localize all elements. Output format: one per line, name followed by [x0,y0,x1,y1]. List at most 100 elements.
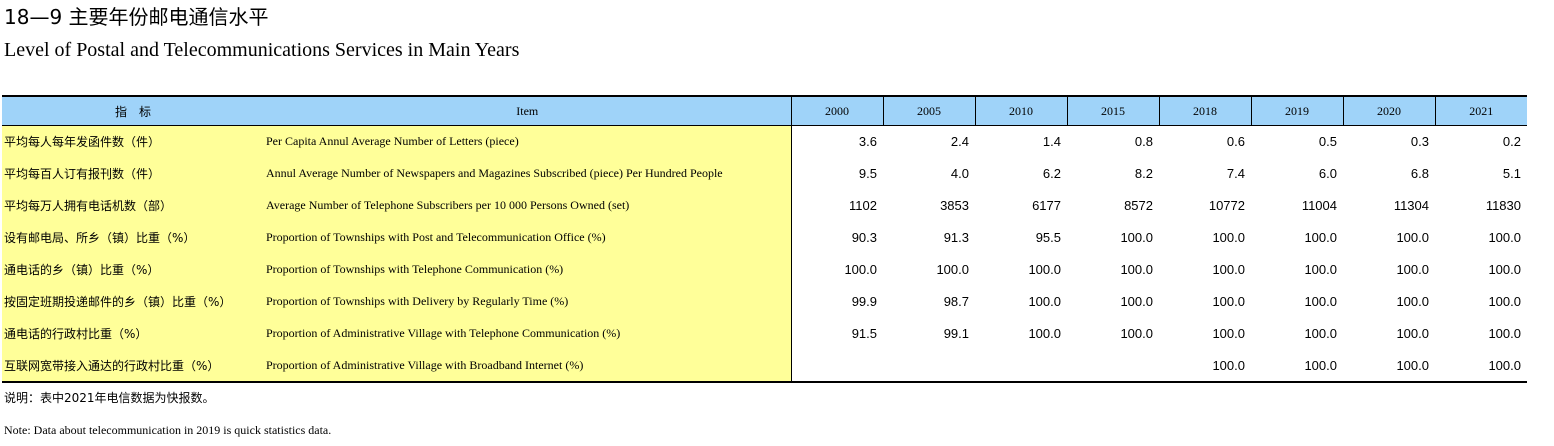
value-cell: 100.0 [1396,230,1429,245]
value-cell: 0.3 [1410,134,1429,150]
value-cell: 100.0 [1396,262,1429,277]
table-body: 平均每人每年发函件数（件） Per Capita Annul Average Nu… [2,125,1527,383]
value-cell: 100.0 [844,262,877,277]
value-cell: 1.4 [1042,134,1061,150]
row-label-cn: 设有邮电局、所乡（镇）比重（%） [2,221,264,254]
value-cell: 0.6 [1226,134,1245,150]
table-row: 平均每人每年发函件数（件） Per Capita Annul Average Nu… [2,125,1527,158]
value-cell: 100.0 [1212,230,1245,245]
value-cell: 100.0 [1028,326,1061,341]
value-cell: 100.0 [1343,349,1435,383]
value-cell: 9.5 [858,166,877,181]
value-cell: 99.1 [943,326,969,341]
value-cell: 11304 [1393,198,1429,213]
header-year: 2021 [1434,95,1527,126]
value-cell [975,349,1067,383]
row-label-cn: 平均每人每年发函件数（件） [2,125,264,158]
value-cell: 0.2 [1502,134,1521,150]
row-label-cn: 平均每万人拥有电话机数（部） [2,189,264,222]
value-cell: 100.0 [936,262,969,277]
value-cell: 100.0 [1028,294,1061,309]
value-cell: 100.0 [1120,294,1153,309]
value-cell: 100.0 [1159,349,1251,383]
value-cell: 3.6 [858,134,877,150]
header-year: 2015 [1066,95,1159,126]
row-label-en: Average Number of Telephone Subscribers … [264,189,792,222]
table-row: 平均每百人订有报刊数（件） Annul Average Number of Ne… [2,157,1527,190]
value-cell: 11004 [1301,198,1337,213]
row-label-en: Proportion of Townships with Telephone C… [264,253,792,286]
table-row: 通电话的行政村比重（%） Proportion of Administrative… [2,317,1527,350]
value-cell: 6.2 [1042,166,1061,181]
value-cell: 100.0 [1304,230,1337,245]
value-cell: 0.8 [1134,134,1153,150]
value-cell: 100.0 [1028,262,1061,277]
value-cell: 100.0 [1396,326,1429,341]
value-cell: 8.2 [1134,166,1153,181]
header-year: 2010 [974,95,1067,126]
header-item-en: Item [264,95,791,126]
table-row: 互联网宽带接入通达的行政村比重（%） Proportion of Administ… [2,349,1527,383]
value-cell: 100.0 [1120,326,1153,341]
postal-telecom-table: 指 标 Item 2000 2005 2010 2015 2018 2019 2… [2,95,1527,383]
value-cell: 90.3 [851,230,877,245]
value-cell: 100.0 [1435,349,1527,383]
row-label-en: Per Capita Annul Average Number of Lette… [264,125,792,158]
value-cell: 100.0 [1212,294,1245,309]
table-title-english: Level of Postal and Telecommunications S… [4,39,520,61]
header-row: 指 标 Item 2000 2005 2010 2015 2018 2019 2… [2,95,1527,126]
row-label-cn: 平均每百人订有报刊数（件） [2,157,264,190]
table-row: 平均每万人拥有电话机数（部） Average Number of Telephon… [2,189,1527,222]
header-year: 2000 [790,95,883,126]
value-cell: 5.1 [1502,166,1521,181]
row-label-en: Proportion of Administrative Village wit… [264,317,792,350]
value-cell: 2.4 [950,134,969,150]
value-cell: 100.0 [1304,262,1337,277]
value-cell [1067,349,1159,383]
value-cell: 6.0 [1318,166,1337,181]
value-cell: 100.0 [1212,262,1245,277]
value-cell: 11830 [1485,198,1521,213]
header-year: 2019 [1250,95,1343,126]
value-cell: 100.0 [1120,262,1153,277]
note-english: Note: Data about telecommunication in 20… [4,423,332,437]
value-cell: 8572 [1124,198,1153,213]
value-cell: 99.9 [851,294,877,309]
row-label-en: Annul Average Number of Newspapers and M… [264,157,792,190]
table-title-chinese: 18—9 主要年份邮电通信水平 [4,5,269,29]
table-row: 通电话的乡（镇）比重（%） Proportion of Townships wit… [2,253,1527,286]
row-label-cn: 按固定班期投递邮件的乡（镇）比重（%） [2,285,264,318]
row-label-cn: 互联网宽带接入通达的行政村比重（%） [2,349,264,383]
table-row: 设有邮电局、所乡（镇）比重（%） Proportion of Townships … [2,221,1527,254]
value-cell: 6.8 [1410,166,1429,181]
header-year: 2018 [1158,95,1251,126]
value-cell: 10772 [1208,198,1245,213]
table-row: 按固定班期投递邮件的乡（镇）比重（%） Proportion of Townshi… [2,285,1527,318]
value-cell: 100.0 [1396,294,1429,309]
value-cell: 7.4 [1226,166,1245,181]
value-cell: 1102 [849,198,877,213]
row-label-en: Proportion of Townships with Delivery by… [264,285,792,318]
row-label-cn: 通电话的行政村比重（%） [2,317,264,350]
row-label-cn: 通电话的乡（镇）比重（%） [2,253,264,286]
note-chinese: 说明：表中2021年电信数据为快报数。 [4,391,215,405]
row-label-en: Proportion of Townships with Post and Te… [264,221,792,254]
header-year: 2005 [882,95,975,126]
value-cell: 100.0 [1251,349,1343,383]
value-cell: 4.0 [950,166,969,181]
row-label-en: Proportion of Administrative Village wit… [264,349,792,383]
value-cell: 100.0 [1488,230,1521,245]
value-cell: 0.5 [1318,134,1337,150]
value-cell: 100.0 [1212,326,1245,341]
value-cell [791,349,883,383]
value-cell: 98.7 [943,294,969,309]
value-cell [883,349,975,383]
value-cell: 6177 [1032,198,1061,213]
value-cell: 100.0 [1304,326,1337,341]
value-cell: 91.5 [851,326,877,341]
header-year: 2020 [1342,95,1435,126]
statistics-table-container: 指 标 Item 2000 2005 2010 2015 2018 2019 2… [2,95,1527,383]
value-cell: 95.5 [1035,230,1061,245]
value-cell: 100.0 [1120,230,1153,245]
value-cell: 100.0 [1488,262,1521,277]
